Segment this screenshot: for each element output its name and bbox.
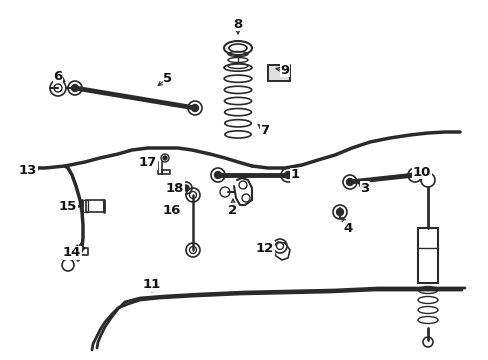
Circle shape xyxy=(284,171,291,179)
Circle shape xyxy=(411,171,418,179)
Text: 13: 13 xyxy=(19,163,37,176)
Text: 14: 14 xyxy=(62,247,81,260)
Text: 9: 9 xyxy=(280,63,289,77)
Text: 5: 5 xyxy=(163,72,172,85)
Circle shape xyxy=(71,85,79,91)
Circle shape xyxy=(336,208,343,216)
Text: 18: 18 xyxy=(165,181,184,194)
Circle shape xyxy=(163,156,167,160)
Text: 10: 10 xyxy=(412,166,430,179)
Bar xyxy=(82,200,88,212)
Circle shape xyxy=(191,104,198,112)
Text: 7: 7 xyxy=(260,123,269,136)
Text: 12: 12 xyxy=(255,242,274,255)
Bar xyxy=(267,65,289,81)
Text: 11: 11 xyxy=(142,279,161,292)
Text: 17: 17 xyxy=(139,157,157,170)
Text: 4: 4 xyxy=(343,221,352,234)
Bar xyxy=(86,200,104,212)
Text: 3: 3 xyxy=(360,181,369,194)
Bar xyxy=(417,228,437,283)
Text: 6: 6 xyxy=(53,69,62,82)
Bar xyxy=(267,65,289,81)
Text: 15: 15 xyxy=(59,201,77,213)
Text: 2: 2 xyxy=(228,203,237,216)
Text: 8: 8 xyxy=(233,18,242,31)
Text: 16: 16 xyxy=(163,203,181,216)
Circle shape xyxy=(183,185,189,191)
Circle shape xyxy=(214,171,221,179)
Text: 1: 1 xyxy=(290,168,299,181)
Circle shape xyxy=(346,179,353,185)
